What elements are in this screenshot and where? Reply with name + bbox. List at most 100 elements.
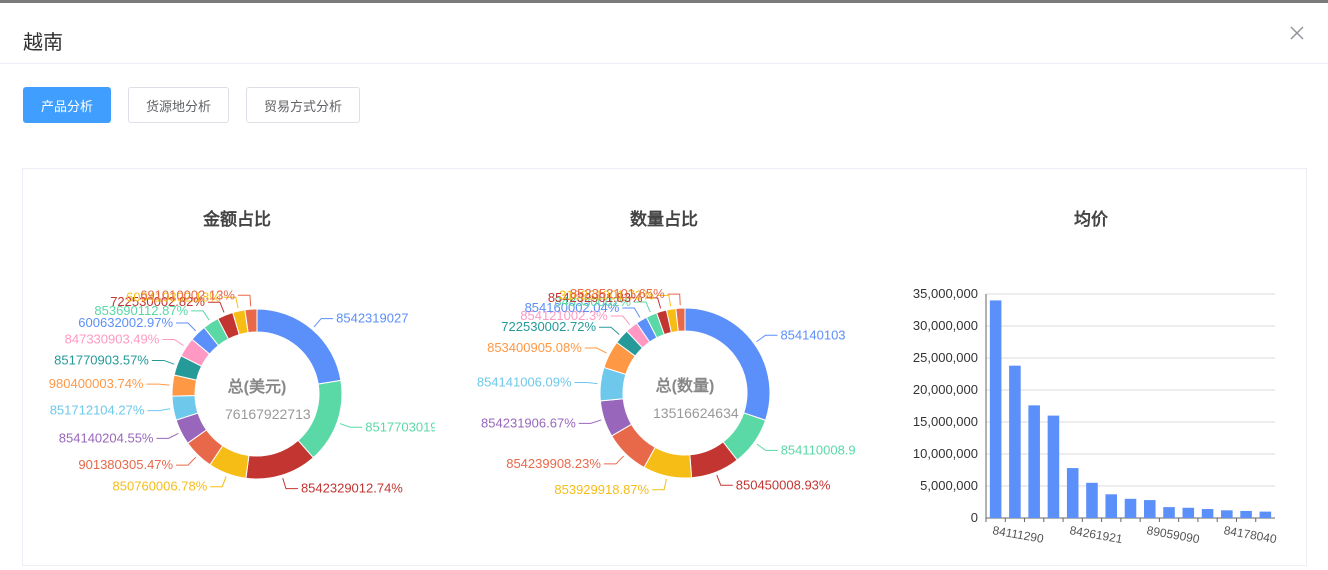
donut-center-value: 13516624634 [653, 405, 739, 421]
donut-slice-label: 8517703019 [365, 419, 435, 434]
donut-center-value: 76167922713 [225, 406, 311, 422]
donut-slice-label: 980400003.74% [49, 376, 144, 391]
donut-label-line [282, 478, 298, 490]
header-divider [0, 63, 1328, 64]
donut-label-line [716, 474, 733, 486]
bar[interactable] [1240, 510, 1252, 518]
close-icon[interactable] [1288, 24, 1306, 42]
bar[interactable] [1009, 365, 1021, 518]
donut-slice-label: 600410302.18% [126, 289, 221, 304]
bar-xtick-label: 89059090 [1146, 523, 1201, 546]
price-chart-title: 均价 [1074, 210, 1108, 229]
donut-slice-label: 310221001.72% [559, 287, 654, 302]
donut-label-line [339, 423, 363, 428]
donut-slice-label: 854121002.3% [520, 308, 608, 323]
donut-label-line [146, 383, 170, 386]
tab-source-analysis[interactable]: 货源地分析 [128, 87, 230, 123]
donut-label-line [756, 334, 778, 343]
average-price-bar-chart: 0 5,000,000 10,000,000 15,000,000 20,000,000… [913, 286, 1278, 546]
donut-label-line [151, 359, 175, 365]
bar-xtick-label: 84178040 [1223, 523, 1278, 546]
donut-slice-label: 848330002% [554, 294, 631, 309]
bar[interactable] [1028, 405, 1040, 518]
donut-slice-label: 854140103 [780, 327, 845, 342]
donut-slice-label: 854232901.83% [548, 290, 643, 305]
bar[interactable] [989, 300, 1002, 518]
donut-slice-label: 600632002.97% [78, 315, 173, 330]
bar-ytick-label: 20,000,000 [913, 382, 978, 397]
bar-ytick-label: 0 [971, 510, 978, 525]
bar[interactable] [1143, 500, 1156, 518]
donut-slice-label: 851712104.27% [50, 403, 145, 418]
bar[interactable] [1259, 511, 1272, 518]
donut-label-line [147, 408, 171, 412]
bar[interactable] [1047, 415, 1060, 518]
donut-slice[interactable] [244, 308, 258, 334]
close-icon-glyph[interactable] [1288, 24, 1306, 42]
tab-trade-mode-analysis[interactable]: 贸易方式分析 [246, 87, 361, 123]
donut-slice-label: 854141006.09% [477, 375, 572, 390]
donut-label-line [210, 476, 227, 488]
dialog-title: 越南 [23, 32, 63, 54]
donut-label-line [656, 294, 672, 307]
bar[interactable] [1066, 468, 1079, 518]
donut-label-line [237, 294, 252, 307]
bar-xtick-label: 84261921 [1069, 523, 1124, 546]
donut-slice[interactable] [256, 308, 342, 385]
donut-slice-label: 853400905.08% [487, 340, 582, 355]
bar-ytick-label: 10,000,000 [913, 446, 978, 461]
top-edge-strip [0, 0, 1328, 3]
donut-slice-label: 853690112.87% [94, 303, 188, 318]
donut-label-line [207, 301, 225, 313]
amount-chart-title: 金额占比 [203, 210, 271, 229]
donut-label-line [191, 310, 210, 321]
donut-slice-label: 854160002.04% [525, 300, 620, 315]
donut-slice-label: 850450008.93% [736, 477, 831, 492]
analysis-tabs: 产品分析 货源地分析 贸易方式分析 [23, 87, 361, 123]
bar[interactable] [1182, 507, 1195, 518]
donut-label-line [574, 382, 598, 385]
donut-slice[interactable] [245, 439, 315, 480]
bar[interactable] [1105, 494, 1118, 518]
donut-label-line [584, 347, 607, 354]
donut-label-line [645, 297, 662, 309]
bar[interactable] [1163, 507, 1175, 518]
donut-label-line [603, 455, 624, 465]
donut-label-line [176, 322, 197, 332]
donut-slice-label: 854140204.55% [59, 430, 154, 445]
bar-ytick-label: 15,000,000 [913, 414, 978, 429]
donut-slice-label: 847330903.49% [65, 332, 160, 347]
quantity-chart-title: 数量占比 [630, 210, 698, 229]
bar-xtick-label: 84111290 [991, 523, 1045, 546]
donut-slice[interactable] [675, 307, 686, 332]
bar[interactable] [1221, 510, 1233, 518]
bar[interactable] [1201, 509, 1214, 518]
donut-slice-label: 854110008.9 [781, 442, 856, 457]
donut-slice-label: 851770903.57% [54, 352, 149, 367]
donut-label-line [313, 318, 334, 328]
bar-ytick-label: 35,000,000 [913, 286, 978, 301]
donut-label-line [156, 432, 179, 439]
donut-label-line [633, 301, 651, 313]
donut-slice-label: 722530002.72% [501, 319, 596, 334]
donut-label-line [622, 307, 641, 318]
donut-center-label: 总(数量) [656, 376, 715, 395]
donut-slice-label: 850760006.78% [113, 479, 208, 494]
bar[interactable] [1086, 482, 1098, 518]
bar-ytick-label: 5,000,000 [920, 478, 978, 493]
donut-label-line [610, 315, 631, 325]
donut-slice-label: 854231906.67% [481, 415, 576, 430]
donut-label-line [756, 443, 778, 451]
donut-slice[interactable] [684, 307, 771, 421]
donut-slice-label: 8542319027 [336, 311, 408, 326]
donut-slice-label: 854239908.23% [506, 456, 601, 471]
donut-label-line [162, 339, 184, 346]
tab-product-analysis[interactable]: 产品分析 [23, 87, 112, 123]
bar[interactable] [1124, 498, 1137, 518]
donut-label-line [223, 296, 239, 309]
donut-slice-label: 8542329012.74% [301, 481, 403, 496]
donut-slice-label: 691010002.13% [140, 287, 235, 302]
donut-label-line [667, 293, 681, 306]
donut-label-line [578, 419, 602, 424]
donut-slice-label: 722530002.82% [110, 294, 205, 309]
